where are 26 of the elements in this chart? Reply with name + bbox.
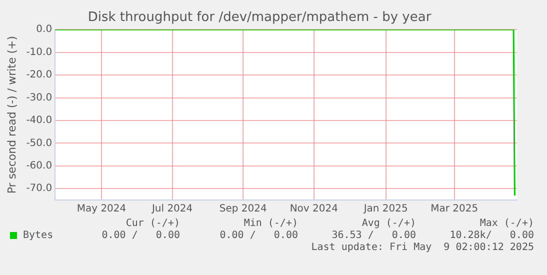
y-tick-label: -70.0 — [26, 183, 52, 194]
y-tick-label: -60.0 — [26, 160, 52, 172]
text: 0.00 / 0.00 — [218, 230, 298, 241]
chart-title: Disk throughput for /dev/mapper/mpathem - by year — [88, 10, 432, 26]
text: 36.53 / 0.00 — [330, 230, 416, 241]
y-axis-title: Pr second read (-) / write (+) — [5, 36, 18, 194]
y-tick-label: -50.0 — [26, 138, 52, 149]
y-tick-label: -20.0 — [26, 70, 52, 81]
text: 0.00 / 0.00 — [100, 230, 180, 241]
x-tick-label: Sep 2024 — [219, 204, 267, 215]
text: Avg (-/+) — [360, 218, 416, 229]
x-tick-label: Mar 2025 — [430, 204, 478, 215]
text: 10.28k/ 0.00 — [448, 230, 534, 241]
text: Max (-/+) — [478, 218, 534, 229]
legend-label: Bytes — [23, 230, 54, 241]
x-tick-label: Jul 2024 — [150, 204, 193, 215]
x-tick-label: May 2024 — [76, 204, 126, 215]
y-tick-label: -40.0 — [26, 115, 52, 126]
text: Last update: Fri May 9 02:00:12 2025 — [310, 242, 534, 253]
y-tick-label: -30.0 — [26, 92, 52, 104]
x-tick-label: Nov 2024 — [290, 204, 338, 215]
x-tick-label: Jan 2025 — [362, 204, 408, 215]
text: Cur (-/+) — [124, 218, 180, 229]
y-tick-label: -10.0 — [26, 46, 52, 58]
y-tick-label: 0.0 — [36, 24, 52, 36]
text: Min (-/+) — [242, 218, 298, 229]
